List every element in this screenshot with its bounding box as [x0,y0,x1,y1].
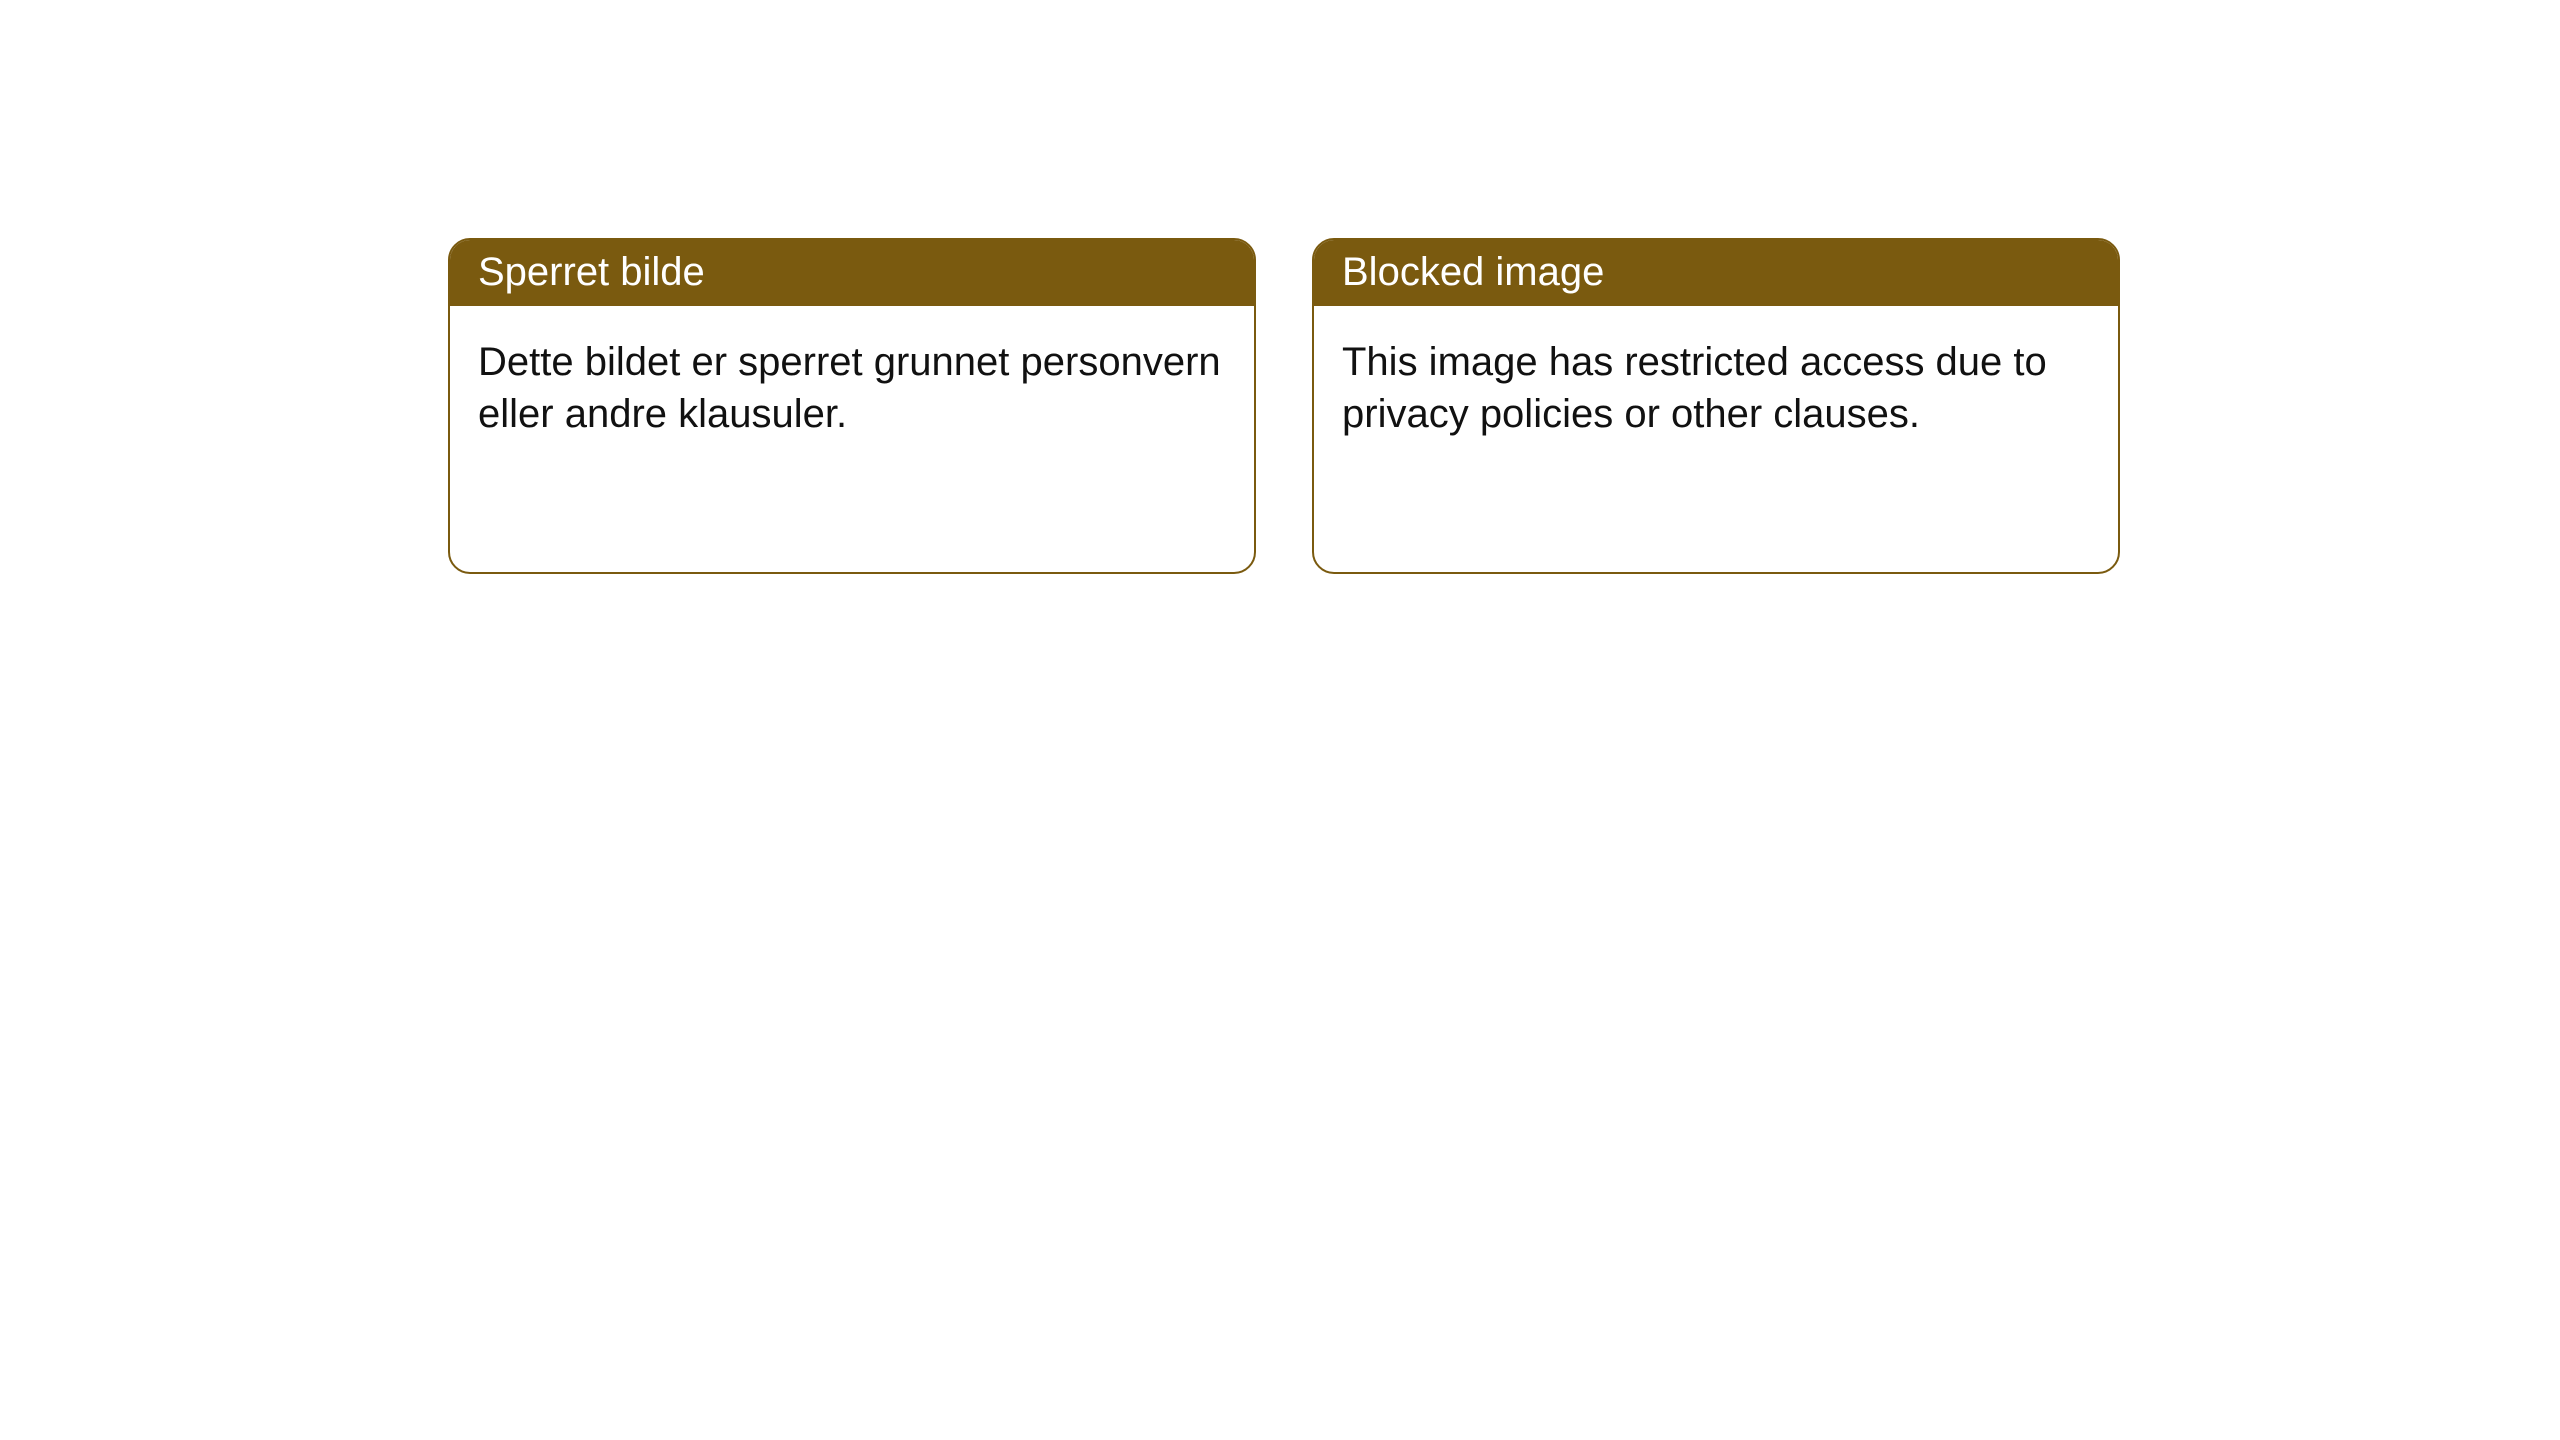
notice-card-norwegian: Sperret bilde Dette bildet er sperret gr… [448,238,1256,574]
notice-body-norwegian: Dette bildet er sperret grunnet personve… [450,306,1254,468]
notice-title-norwegian: Sperret bilde [450,240,1254,306]
notice-container: Sperret bilde Dette bildet er sperret gr… [0,0,2560,574]
notice-body-english: This image has restricted access due to … [1314,306,2118,468]
notice-title-english: Blocked image [1314,240,2118,306]
notice-card-english: Blocked image This image has restricted … [1312,238,2120,574]
